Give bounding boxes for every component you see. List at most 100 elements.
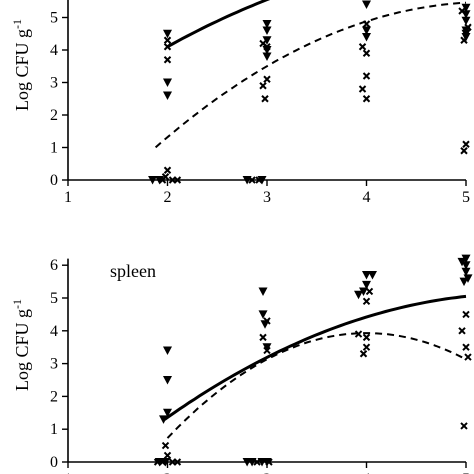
top-cross-point <box>362 20 371 28</box>
bottom-cross-point <box>365 287 374 296</box>
bottom-triangle-point <box>461 267 471 277</box>
bottom-triangle-point <box>258 310 268 319</box>
bottom-triangle-point <box>159 415 169 424</box>
top-triangle-point <box>163 91 172 100</box>
top-cross-point <box>458 7 466 15</box>
bottom-y-tick-label: 6 <box>50 257 58 274</box>
bottom-triangle-point <box>367 271 377 280</box>
top-y-tick-label: 4 <box>50 42 58 59</box>
bottom-triangle-point <box>359 287 369 296</box>
bottom-triangle-point <box>163 408 172 418</box>
bottom-y-tick-label: 5 <box>50 290 58 307</box>
top-triangle-point <box>362 26 371 35</box>
bottom-cross-point <box>173 458 182 466</box>
top-cross-point <box>248 176 256 184</box>
top-cross-point <box>464 23 472 31</box>
top-fit-dashed <box>154 1 467 149</box>
top-cross-point <box>460 147 468 155</box>
bottom-cross-point <box>359 350 368 358</box>
top-y-tick-label: 0 <box>50 172 58 189</box>
bottom-cross-point <box>362 333 371 342</box>
bottom-cross-point <box>362 297 371 305</box>
top-y-label: Log CFU g-1 <box>10 19 32 111</box>
bottom-fit-dashed <box>166 332 467 439</box>
top-y-tick-label: 2 <box>50 107 58 124</box>
top-triangle-point <box>148 176 158 185</box>
bottom-y-tick-label: 4 <box>50 323 58 340</box>
bottom-triangle-point <box>258 287 268 296</box>
top-cross-point <box>460 36 468 44</box>
bottom-cross-point <box>362 343 371 351</box>
top-y-label-text: Log CFU g <box>12 29 32 111</box>
top-triangle-point <box>163 29 172 39</box>
top-triangle-point <box>461 29 471 39</box>
bottom-cross-point <box>462 343 470 351</box>
top-y-tick-label: 5 <box>50 10 58 27</box>
bottom-cross-point <box>464 353 472 361</box>
bottom-cross-point <box>163 451 172 460</box>
top-cross-point <box>255 176 263 184</box>
top-triangle-point <box>461 16 471 26</box>
bottom-x-tick-label: 5 <box>462 471 470 474</box>
bottom-fit-solid <box>163 294 467 421</box>
top-cross-point <box>358 85 367 93</box>
spleen-annotation: spleen <box>110 261 156 281</box>
top-cross-point <box>362 72 371 80</box>
top-cross-point <box>163 36 172 44</box>
top-x-tick-label: 4 <box>363 189 371 206</box>
top-cross-point <box>163 56 172 64</box>
bottom-y-label-text: Log CFU g <box>12 309 32 391</box>
bottom-cross-point <box>259 333 267 342</box>
bottom-triangle-point <box>354 290 364 300</box>
top-cross-point <box>462 140 470 148</box>
top-cross-point <box>358 43 367 51</box>
bottom-cross-point <box>460 422 468 430</box>
bottom-panel: Log CFU g-1 spleen 1 2 3 4 5 0 1 2 3 4 5 6 <box>10 254 473 474</box>
svg-text:Log CFU g-1: Log CFU g-1 <box>10 299 32 391</box>
top-cross-point <box>263 43 271 51</box>
top-triangle-point <box>362 0 371 9</box>
top-cross-point <box>259 82 267 90</box>
bottom-cross-point <box>161 441 170 450</box>
bottom-y-label-superscript: -1 <box>10 299 24 309</box>
top-y-label-superscript: -1 <box>10 19 24 29</box>
bottom-x-tick-label: 3 <box>263 471 271 474</box>
top-cross-point <box>261 95 269 103</box>
bottom-cross-point <box>458 327 466 335</box>
bottom-y-tick-label: 2 <box>50 388 58 405</box>
top-triangle-point <box>461 3 471 13</box>
bottom-y-tick-label: 1 <box>50 421 58 438</box>
bottom-x-tick-label: 2 <box>164 471 172 474</box>
bottom-cross-point <box>354 330 363 338</box>
bottom-triangle-point <box>262 458 272 467</box>
top-cross-point <box>163 43 172 51</box>
bottom-triangle-point <box>163 376 172 385</box>
bottom-cross-point <box>253 458 261 466</box>
top-triangle-point <box>362 33 371 42</box>
top-cross-point <box>362 49 371 57</box>
bottom-y-tick-label: 3 <box>50 356 58 373</box>
bottom-cross-point <box>158 458 167 466</box>
top-cross-point <box>362 95 371 103</box>
bottom-y-tick-label: 0 <box>50 454 58 471</box>
bottom-triangle-point <box>461 261 471 270</box>
bottom-cross-point <box>263 346 271 355</box>
svg-text:Log CFU g-1: Log CFU g-1 <box>10 19 32 111</box>
bottom-x-tick-label: 4 <box>363 471 371 474</box>
top-triangle-point <box>262 20 272 29</box>
top-x-tick-label: 2 <box>164 189 172 206</box>
top-y-tick-label: 1 <box>50 140 58 157</box>
top-triangle-point <box>262 52 272 61</box>
top-triangle-point <box>262 36 272 45</box>
top-x-tick-label: 1 <box>64 189 72 206</box>
bottom-y-label: Log CFU g-1 <box>10 299 32 391</box>
top-x-tick-label: 5 <box>462 189 470 206</box>
bottom-cross-point <box>265 458 273 466</box>
top-cross-point <box>161 173 170 181</box>
bottom-triangle-point <box>163 346 172 355</box>
bottom-triangle-point <box>262 343 272 352</box>
bottom-triangle-point <box>362 271 371 280</box>
bottom-cross-point <box>462 310 470 319</box>
